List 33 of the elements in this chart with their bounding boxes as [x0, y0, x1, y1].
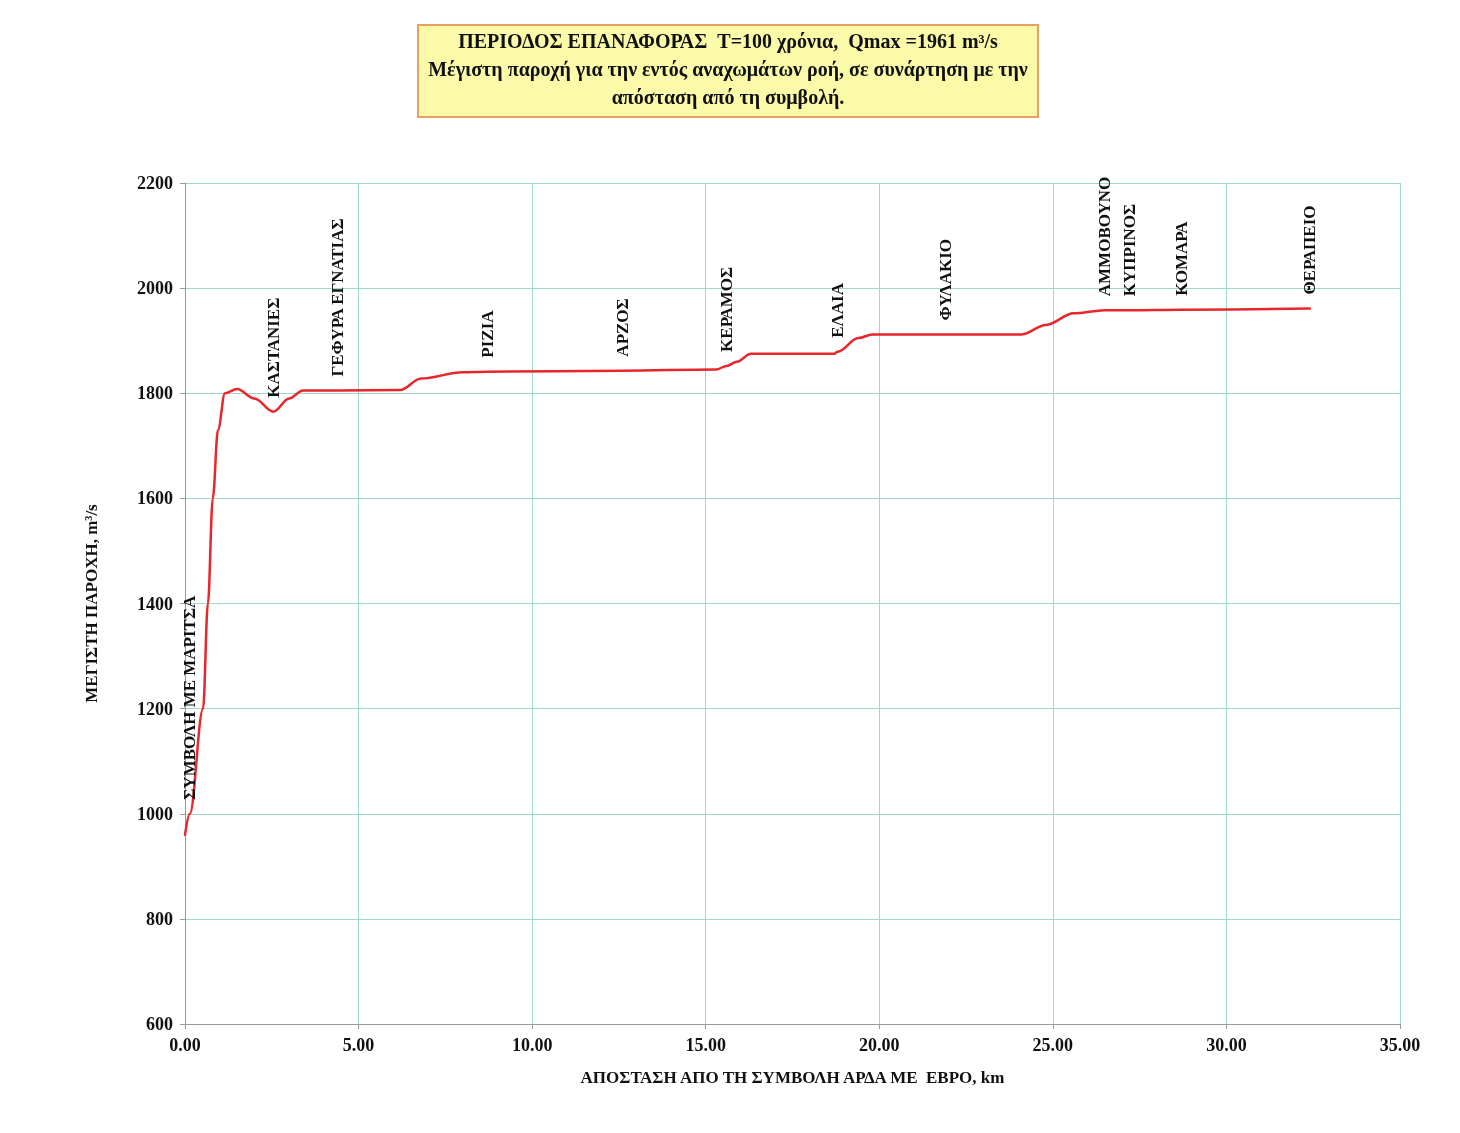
annotation: ΕΛΑΙΑ — [828, 282, 848, 338]
annotation: ΚΟΜΑΡΑ — [1171, 220, 1191, 296]
y-tick-label: 2000 — [137, 278, 173, 299]
x-tick-label: 15.00 — [685, 1035, 726, 1055]
annotation: ΚΥΠΡΙΝΟΣ — [1119, 203, 1139, 297]
y-tick-label: 1200 — [137, 698, 173, 719]
annotation: ΦΥΛΑΚΙΟ — [935, 238, 955, 321]
y-tick-label: 1400 — [137, 593, 173, 614]
annotation: ΑΜΜΟΒΟΥΝΟ — [1095, 176, 1115, 297]
annotation: ΣΥΜΒΟΛΗ ΜΕ ΜΑΡΙΤΣΑ — [180, 594, 200, 800]
y-tick-label: 2200 — [137, 173, 173, 193]
chart-title: ΠΕΡΙΟΔΟΣ ΕΠΑΝΑΦΟΡΑΣ T=100 χρόνια, Qmax =1961 m³/s — [458, 30, 999, 53]
y-tick-label: 1800 — [137, 383, 173, 404]
annotation: ΚΑΣΤΑΝΙΕΣ — [264, 297, 284, 398]
x-tick-label: 35.00 — [1379, 1035, 1421, 1055]
chart-subtitle: Μέγιστη παροχή για την εντός αναχωμάτων ροή, σε συνάρτηση με την απόσταση από τη συμβολή. — [428, 58, 1028, 109]
annotation: ΚΕΡΑΜΟΣ — [717, 266, 737, 352]
annotation: ΓΕΦΥΡΑ ΕΓΝΑΤΙΑΣ — [328, 218, 348, 377]
annotation: ΑΡΖΟΣ — [612, 298, 632, 357]
y-tick-label: 1600 — [137, 488, 173, 509]
x-tick-label: 25.00 — [1032, 1035, 1074, 1055]
annotation: ΡΙΖΙΑ — [477, 309, 497, 358]
x-tick-label: 20.00 — [859, 1035, 900, 1055]
y-axis-title: ΜΕΓΙΣΤΗ ΠΑΡΟΧΗ, m³/s — [82, 503, 101, 703]
x-tick-label: 30.00 — [1206, 1035, 1247, 1055]
x-tick-label: 5.00 — [342, 1035, 375, 1055]
y-tick-label: 600 — [146, 1014, 173, 1034]
x-tick-label: 10.00 — [511, 1035, 553, 1055]
x-tick-label: 0.00 — [169, 1035, 201, 1055]
y-tick-label: 1000 — [137, 803, 173, 824]
x-axis-title: ΑΠΟΣΤΑΣΗ ΑΠΟ ΤΗ ΣΥΜΒΟΛΗ ΑΡΔΑ ΜΕ ΕΒΡΟ, km — [580, 1068, 1005, 1087]
annotation: ΘΕΡΑΠΕΙΟ — [1300, 205, 1320, 295]
y-tick-label: 800 — [146, 908, 173, 929]
